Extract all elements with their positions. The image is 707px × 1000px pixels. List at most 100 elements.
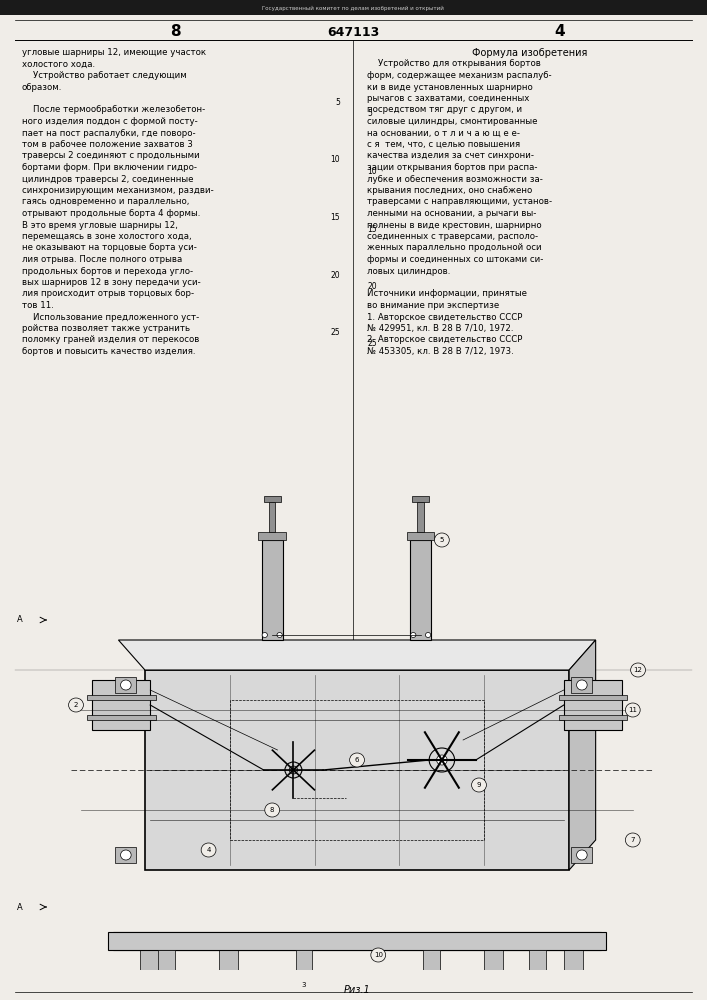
Text: лия отрыва. После полного отрыва: лия отрыва. После полного отрыва [22, 255, 182, 264]
Text: лубке и обеспечения возможности за-: лубке и обеспечения возможности за- [367, 174, 543, 184]
Bar [140, 950, 158, 1000]
Bar [158, 950, 175, 970]
Text: 20: 20 [330, 270, 340, 279]
Text: Устройство работает следующим: Устройство работает следующим [22, 71, 187, 80]
Text: № 453305, кл. В 28 В 7/12, 1973.: № 453305, кл. В 28 В 7/12, 1973. [367, 347, 514, 356]
Text: 15: 15 [330, 213, 340, 222]
Text: вых шарниров 12 в зону передачи уси-: вых шарниров 12 в зону передачи уси- [22, 278, 201, 287]
Text: 6: 6 [355, 757, 359, 763]
Bar [410, 540, 431, 640]
Text: 2. Авторское свидетельство СССР: 2. Авторское свидетельство СССР [367, 336, 522, 344]
Text: ловых цилиндров.: ловых цилиндров. [367, 266, 450, 275]
Text: 9: 9 [477, 782, 481, 788]
Bar [230, 700, 484, 840]
Circle shape [349, 753, 365, 767]
Bar [86, 715, 156, 720]
Bar [571, 847, 592, 863]
Text: 8: 8 [170, 24, 180, 39]
Text: 4: 4 [555, 24, 566, 39]
Circle shape [277, 633, 282, 638]
Circle shape [426, 633, 431, 638]
Bar [529, 950, 546, 970]
Text: полнены в виде крестовин, шарнирно: полнены в виде крестовин, шарнирно [367, 221, 542, 230]
Text: траверсы 2 соединяют с продольными: траверсы 2 соединяют с продольными [22, 151, 200, 160]
Text: Использование предложенного уст-: Использование предложенного уст- [22, 312, 199, 322]
Bar [219, 950, 238, 1000]
Text: на основании, о т л и ч а ю щ е е-: на основании, о т л и ч а ю щ е е- [367, 128, 520, 137]
Text: 4: 4 [206, 847, 211, 853]
Text: Устройство для открывания бортов: Устройство для открывания бортов [367, 60, 541, 68]
Text: перемещаясь в зоне холостого хода,: перемещаясь в зоне холостого хода, [22, 232, 192, 241]
Text: формы и соединенных со штоками си-: формы и соединенных со штоками си- [367, 255, 544, 264]
Bar [264, 496, 281, 502]
Text: крывания последних, оно снабжено: крывания последних, оно снабжено [367, 186, 532, 195]
Circle shape [576, 680, 587, 690]
Text: 5: 5 [440, 537, 444, 543]
Text: 15: 15 [367, 225, 377, 233]
Text: Источники информации, принятые: Источники информации, принятые [367, 290, 527, 298]
Circle shape [411, 633, 416, 638]
Text: рычагов с захватами, соединенных: рычагов с захватами, соединенных [367, 94, 530, 103]
Text: 25: 25 [330, 328, 340, 337]
Text: посредством тяг друг с другом, и: посредством тяг друг с другом, и [367, 105, 522, 114]
Bar [559, 715, 627, 720]
Bar [269, 502, 275, 532]
Bar [115, 677, 136, 693]
Text: холостого хода.: холостого хода. [22, 60, 95, 68]
Bar [122, 935, 592, 947]
Text: 10: 10 [374, 952, 382, 958]
Bar [571, 677, 592, 693]
Bar [559, 695, 627, 700]
Bar [92, 680, 150, 730]
Text: A: A [17, 902, 23, 912]
Text: отрывают продольные борта 4 формы.: отрывают продольные борта 4 формы. [22, 209, 200, 218]
Circle shape [436, 755, 447, 765]
Text: A: A [17, 615, 23, 624]
Bar [423, 950, 440, 970]
Circle shape [429, 748, 455, 772]
Circle shape [576, 850, 587, 860]
Bar [484, 950, 503, 1000]
Text: 3: 3 [302, 982, 306, 988]
Text: 25: 25 [367, 340, 377, 349]
Text: Формула изобретения: Формула изобретения [472, 48, 588, 58]
Text: с я  тем, что, с целью повышения: с я тем, что, с целью повышения [367, 140, 520, 149]
Text: 12: 12 [633, 667, 643, 673]
Text: 1. Авторское свидетельство СССР: 1. Авторское свидетельство СССР [367, 312, 522, 322]
Text: зации открывания бортов при распа-: зации открывания бортов при распа- [367, 163, 537, 172]
Text: гаясь одновременно и параллельно,: гаясь одновременно и параллельно, [22, 198, 189, 207]
Text: 10: 10 [330, 155, 340, 164]
Circle shape [285, 762, 302, 778]
Circle shape [472, 778, 486, 792]
Text: качества изделия за счет синхрони-: качества изделия за счет синхрони- [367, 151, 534, 160]
Circle shape [264, 803, 279, 817]
Text: лия происходит отрыв торцовых бор-: лия происходит отрыв торцовых бор- [22, 290, 194, 298]
Text: форм, содержащее механизм распалуб-: форм, содержащее механизм распалуб- [367, 71, 551, 80]
Circle shape [434, 533, 450, 547]
Circle shape [625, 833, 640, 847]
Text: том в рабочее положение захватов 3: том в рабочее положение захватов 3 [22, 140, 193, 149]
Text: В это время угловые шарниры 12,: В это время угловые шарниры 12, [22, 221, 178, 230]
Circle shape [262, 633, 267, 638]
Text: 7: 7 [631, 837, 635, 843]
Bar [86, 695, 156, 700]
Text: бортов и повысить качество изделия.: бортов и повысить качество изделия. [22, 347, 196, 356]
Text: силовые цилиндры, смонтированные: силовые цилиндры, смонтированные [367, 117, 537, 126]
Bar [115, 847, 136, 863]
Text: во внимание при экспертизе: во внимание при экспертизе [367, 301, 499, 310]
Circle shape [625, 703, 640, 717]
Bar [107, 932, 606, 950]
Bar [296, 950, 312, 970]
Bar [145, 670, 569, 870]
Text: синхронизирующим механизмом, раздви-: синхронизирующим механизмом, раздви- [22, 186, 214, 195]
Text: ленными на основании, а рычаги вы-: ленными на основании, а рычаги вы- [367, 209, 537, 218]
Polygon shape [118, 640, 595, 670]
Circle shape [631, 663, 645, 677]
Text: 8: 8 [270, 807, 274, 813]
Text: 20: 20 [367, 282, 377, 291]
Text: Риз.1: Риз.1 [344, 985, 370, 995]
Text: ного изделия поддон с формой посту-: ного изделия поддон с формой посту- [22, 117, 198, 126]
Circle shape [370, 948, 386, 962]
Text: пает на пост распалубки, где поворо-: пает на пост распалубки, где поворо- [22, 128, 196, 137]
Text: 5: 5 [335, 98, 340, 107]
